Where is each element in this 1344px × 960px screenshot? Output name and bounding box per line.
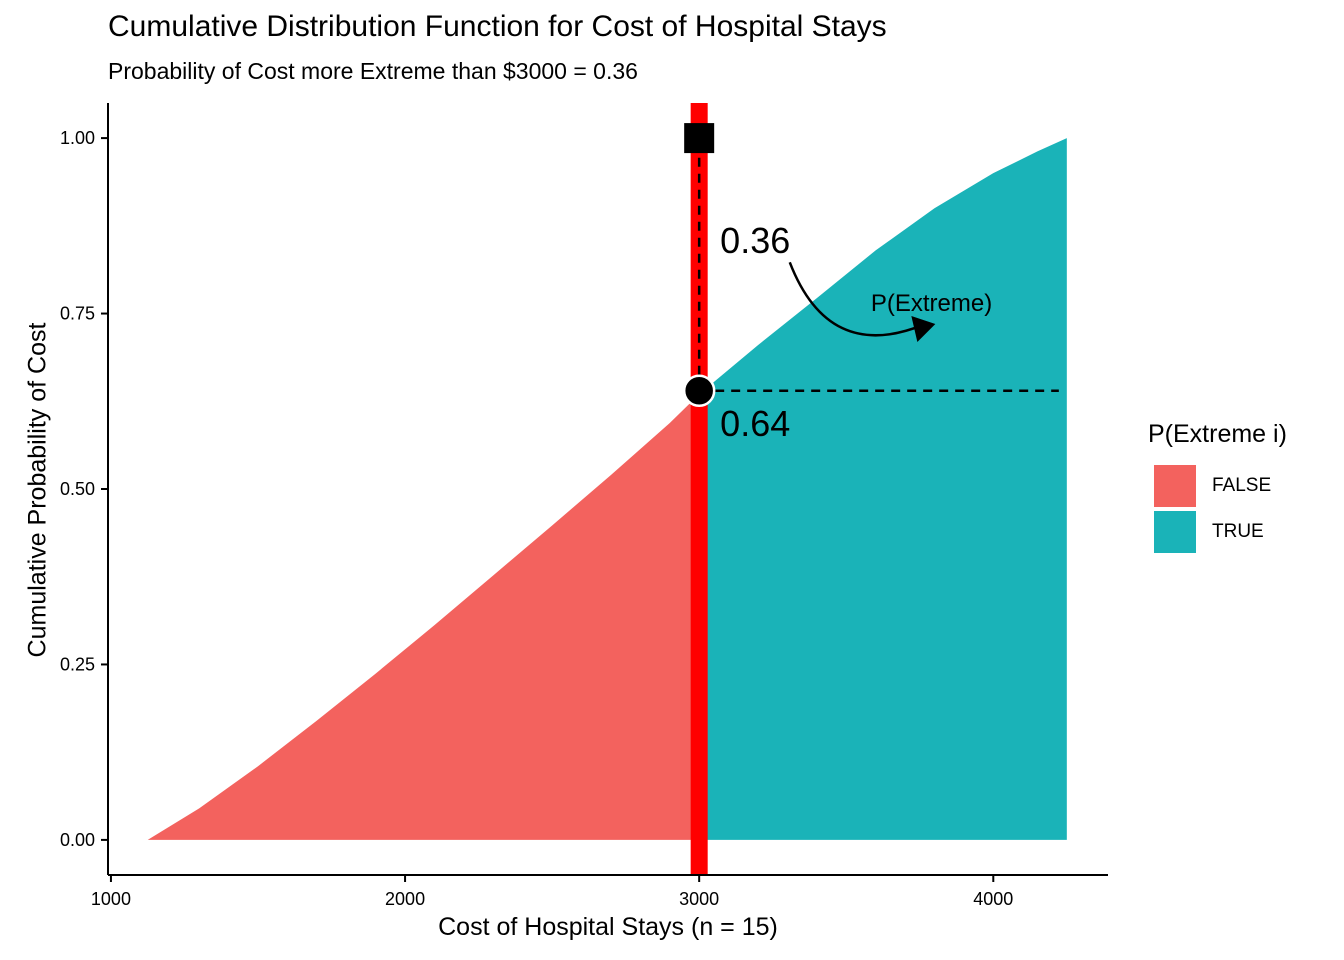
- area-layer: [147, 138, 1067, 840]
- line-layer: [682, 103, 1059, 875]
- legend: P(Extreme i) FALSE TRUE: [1148, 420, 1287, 555]
- arrowhead: [911, 316, 936, 343]
- y-tick-label: 1.00: [60, 128, 95, 148]
- x-axis-label: Cost of Hospital Stays (n = 15): [438, 913, 778, 941]
- x-tick-label: 3000: [679, 889, 719, 909]
- annotation-lower-value: 0.64: [720, 403, 790, 444]
- legend-title: P(Extreme i): [1148, 420, 1287, 448]
- y-tick-label: 0.75: [60, 304, 95, 324]
- x-tick-label: 2000: [385, 889, 425, 909]
- y-tick-label: 0.00: [60, 830, 95, 850]
- legend-item-true: TRUE: [1148, 509, 1287, 555]
- annotation-layer: 0.36 0.64 P(Extreme): [720, 220, 992, 444]
- y-tick-label: 0.50: [60, 479, 95, 499]
- legend-swatch-false: [1154, 465, 1196, 507]
- point-marker: [682, 374, 716, 407]
- x-tick-label: 4000: [973, 889, 1013, 909]
- annotation-upper-value: 0.36: [720, 220, 790, 261]
- arrow-label: P(Extreme): [871, 290, 992, 317]
- y-tick-label: 0.25: [60, 654, 95, 674]
- legend-label-false: FALSE: [1212, 475, 1272, 496]
- legend-item-false: FALSE: [1148, 463, 1287, 509]
- chart-subtitle: Probability of Cost more Extreme than $3…: [108, 58, 638, 84]
- chart-title: Cumulative Distribution Function for Cos…: [108, 10, 887, 43]
- curved-arrow: [788, 261, 924, 337]
- legend-swatch-true: [1154, 511, 1196, 553]
- x-tick-label: 1000: [91, 889, 131, 909]
- y-axis-label: Cumulative Probability of Cost: [23, 322, 52, 658]
- axes-layer: 1000 2000 3000 4000 0.00 0.25 0.50 0.75 1.00: [60, 103, 1108, 909]
- area-true: [699, 138, 1067, 840]
- area-false: [147, 394, 700, 840]
- legend-label-true: TRUE: [1212, 521, 1264, 542]
- square-marker: [684, 123, 715, 154]
